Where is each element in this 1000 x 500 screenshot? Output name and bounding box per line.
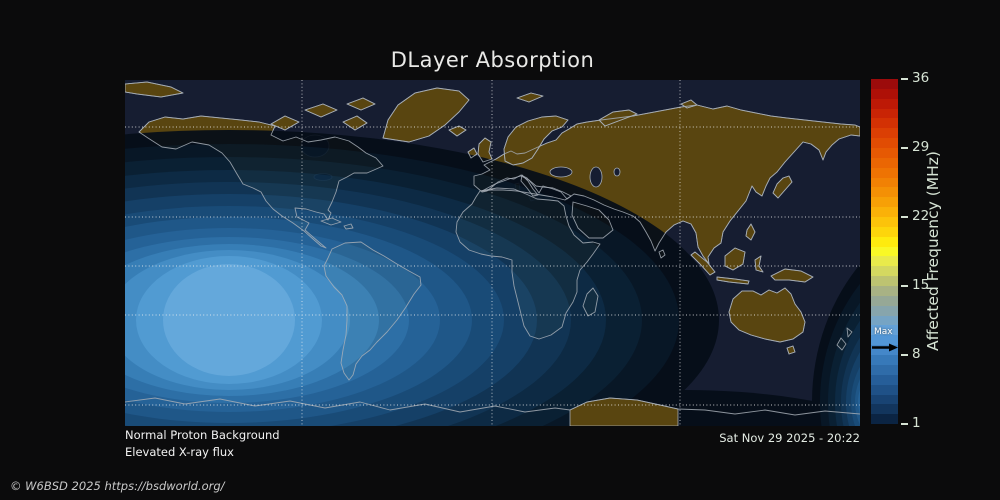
timestamp: Sat Nov 29 2025 - 20:22 (719, 431, 860, 445)
colorbar: 36 29 22 15 8 1 Max (871, 70, 929, 431)
xray-status-text: Elevated X-ray flux (125, 445, 234, 459)
colorbar-gradient (871, 79, 898, 425)
world-map-svg (125, 80, 860, 426)
max-marker-arrow-icon (872, 343, 898, 352)
colorbar-ticks: 36 29 22 15 8 1 (898, 70, 958, 431)
grid-layer (125, 80, 860, 426)
world-map (125, 80, 860, 426)
copyright: © W6BSD 2025 https://bsdworld.org/ (10, 479, 225, 493)
colorbar-axis-label: Affected Frequency (MHz) (924, 151, 942, 352)
max-marker-label: Max (874, 327, 893, 338)
proton-status-text: Normal Proton Background (125, 428, 280, 442)
status-legend: Normal Proton Background Elevated X-ray … (125, 427, 280, 461)
colorbar-max-marker: Max (871, 327, 898, 356)
absorption-contours (125, 130, 860, 426)
page-title: DLayer Absorption (390, 48, 595, 72)
